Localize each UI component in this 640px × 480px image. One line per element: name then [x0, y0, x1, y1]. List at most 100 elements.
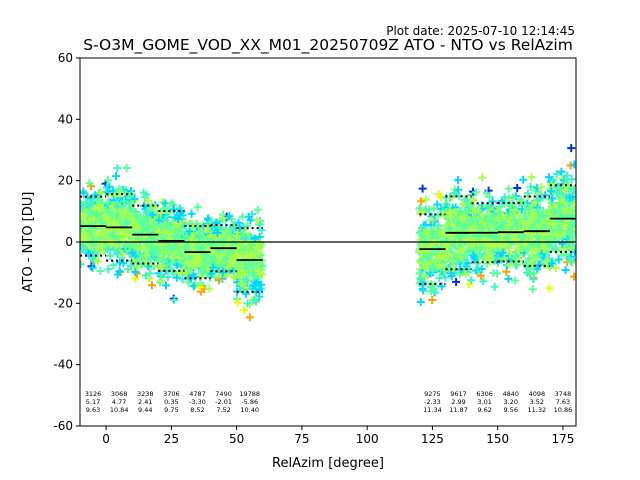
scatter-point	[536, 191, 545, 200]
bin-count-label: 3748	[555, 390, 572, 398]
scatter-point	[483, 215, 492, 224]
scatter-point	[205, 284, 214, 293]
scatter-point	[547, 259, 556, 268]
scatter-point	[85, 179, 94, 188]
scatter-point	[450, 189, 459, 198]
scatter-point	[199, 268, 208, 276]
scatter-point	[90, 191, 99, 200]
bin-count-label: 4098	[529, 390, 546, 398]
scatter-point	[129, 206, 138, 215]
scatter-point	[92, 230, 101, 239]
scatter-point	[519, 175, 528, 184]
scatter-point	[511, 216, 520, 225]
scatter-point	[469, 195, 477, 204]
scatter-point	[252, 279, 261, 288]
scatter-point	[113, 270, 122, 279]
x-tick-label: 150	[486, 432, 509, 446]
scatter-point	[528, 285, 537, 294]
scatter-point	[119, 212, 128, 221]
scatter-point	[429, 204, 438, 213]
scatter-point	[172, 231, 181, 240]
scatter-point	[254, 249, 263, 258]
scatter-point	[109, 261, 118, 270]
scatter-point	[84, 249, 93, 258]
scatter-point	[161, 247, 170, 256]
scatter-point	[233, 298, 242, 307]
scatter-point	[454, 176, 463, 185]
scatter-point	[437, 282, 446, 291]
scatter-point	[249, 260, 257, 269]
scatter-point	[567, 236, 575, 245]
scatter-point	[113, 202, 122, 211]
scatter-point	[200, 249, 209, 258]
scatter-point	[435, 274, 444, 283]
x-axis-label: RelAzim [degree]	[272, 456, 384, 471]
scatter-point	[96, 267, 105, 275]
bin-std-label: 8.52	[190, 406, 204, 414]
chart-title: S-O3M_GOME_VOD_XX_M01_20250709Z ATO - NT…	[83, 36, 573, 55]
scatter-point	[500, 219, 509, 228]
scatter-point	[552, 169, 561, 178]
scatter-point	[122, 164, 131, 172]
scatter-point	[194, 232, 203, 241]
x-tick-label: 0	[102, 432, 110, 446]
bin-mean-label: -5.86	[241, 398, 258, 406]
scatter-point	[471, 216, 480, 225]
scatter-point	[80, 245, 86, 253]
x-tick-label: 75	[294, 432, 309, 446]
scatter-point	[565, 193, 574, 202]
scatter-point	[183, 258, 192, 267]
bin-count-label: 19788	[239, 390, 260, 398]
bin-std-label: 10.86	[554, 406, 573, 414]
scatter-point	[448, 257, 457, 266]
scatter-point	[121, 242, 130, 251]
y-axis-label: ATO - NTO [DU]	[21, 192, 36, 293]
scatter-point	[527, 173, 536, 182]
bin-count-label: 7490	[215, 390, 232, 398]
scatter-point	[169, 205, 178, 214]
scatter-point	[545, 263, 554, 272]
scatter-point	[476, 271, 485, 280]
scatter-point	[158, 257, 167, 266]
scatter-point	[557, 167, 566, 176]
scatter-point	[521, 201, 530, 210]
scatter-point	[432, 246, 441, 255]
scatter-point	[535, 260, 543, 269]
y-tick-label: -20	[53, 296, 73, 310]
scatter-point	[428, 296, 437, 304]
scatter-point	[558, 239, 567, 248]
scatter-point	[530, 269, 538, 278]
scatter-point	[525, 254, 534, 263]
scatter-point	[421, 195, 430, 204]
bin-mean-label: 4.77	[112, 398, 126, 406]
scatter-point	[178, 275, 187, 284]
scatter-point	[134, 250, 143, 259]
scatter-point	[233, 231, 242, 240]
bin-mean-label: 5.17	[86, 398, 100, 406]
scatter-point	[103, 245, 112, 254]
scatter-point	[156, 208, 165, 217]
scatter-point	[433, 211, 442, 220]
scatter-point	[467, 276, 476, 285]
scatter-point	[162, 281, 170, 290]
scatter-point	[481, 253, 490, 262]
scatter-point	[478, 173, 487, 182]
scatter-point	[484, 209, 493, 218]
scatter-point	[420, 264, 429, 273]
scatter-point	[83, 198, 92, 207]
scatter-point	[80, 223, 86, 232]
scatter-point	[234, 218, 243, 227]
x-tick-label: 175	[551, 432, 574, 446]
scatter-point	[219, 234, 228, 243]
bin-mean-label: 7.63	[556, 398, 570, 406]
scatter-point	[235, 237, 244, 246]
scatter-point	[534, 251, 543, 260]
scatter-point	[187, 209, 196, 218]
scatter-point	[415, 269, 424, 278]
bin-std-label: 11.34	[423, 406, 442, 414]
scatter-point	[91, 204, 99, 213]
scatter-point	[207, 259, 216, 267]
y-tick-label: -40	[53, 358, 73, 372]
scatter-point	[141, 271, 150, 280]
scatter-point	[516, 198, 524, 206]
